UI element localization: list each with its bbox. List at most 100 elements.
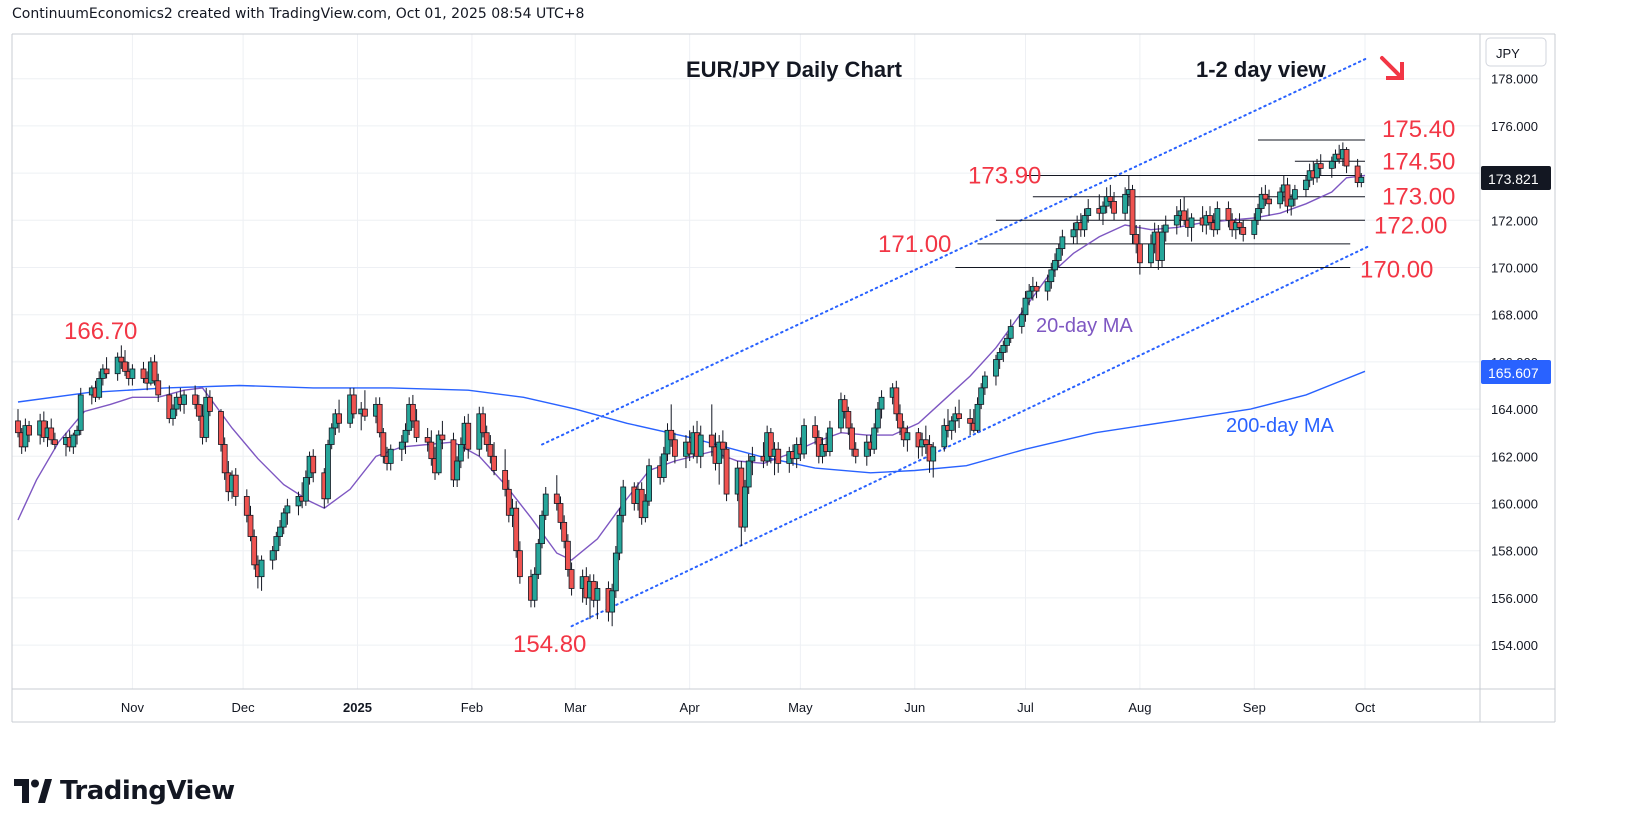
level-label-173.00: 173.00 xyxy=(1382,184,1455,211)
candle-body xyxy=(981,375,988,389)
candle-body xyxy=(561,521,568,542)
candle-body xyxy=(513,507,520,552)
candle-body xyxy=(1033,285,1040,292)
candle-body xyxy=(1148,243,1154,264)
candle-body xyxy=(941,425,948,448)
ma200-price-value: 165.607 xyxy=(1488,365,1539,381)
candle-body xyxy=(207,396,213,412)
candle-body xyxy=(380,432,387,457)
candle-body xyxy=(1288,198,1295,207)
candle-body xyxy=(1048,269,1055,283)
candle-body xyxy=(70,434,77,448)
candle-body xyxy=(118,356,125,363)
candle-body xyxy=(247,514,254,537)
level-label-170.00: 170.00 xyxy=(1360,257,1433,284)
candle-body xyxy=(642,500,649,519)
candle-body xyxy=(897,413,903,429)
candle-body xyxy=(181,394,187,405)
candle-body xyxy=(1111,201,1117,214)
candle-body xyxy=(450,439,457,481)
x-tick-label: Jul xyxy=(1017,700,1034,715)
candle-body xyxy=(716,441,723,464)
tradingview-logo[interactable]: TradingView xyxy=(14,776,235,806)
swing-low-label: 154.80 xyxy=(513,631,586,658)
y-tick-label: 160.000 xyxy=(1491,497,1538,512)
candle-body xyxy=(1262,193,1269,200)
candle-body xyxy=(922,439,929,445)
candle-body xyxy=(1173,215,1180,226)
candle-body xyxy=(505,488,512,516)
ma20-annotation: 20-day MA xyxy=(1036,315,1133,337)
candle-body xyxy=(1081,215,1088,231)
candle-body xyxy=(77,394,84,431)
candle-body xyxy=(22,425,29,448)
candle-body xyxy=(258,559,265,578)
candle-body xyxy=(1207,215,1213,224)
candle-body xyxy=(1258,193,1265,209)
candle-body xyxy=(564,540,571,570)
y-tick-label: 170.000 xyxy=(1491,261,1538,276)
candle-body xyxy=(428,441,435,460)
candle-body xyxy=(140,368,147,379)
candle-body xyxy=(218,411,224,445)
candle-body xyxy=(749,455,756,462)
candle-body xyxy=(708,434,715,448)
candle-body xyxy=(697,434,704,457)
candle-body xyxy=(852,448,859,457)
x-tick-label: Jun xyxy=(904,700,925,715)
candle-body xyxy=(387,448,394,464)
candle-body xyxy=(742,486,748,528)
candle-body xyxy=(1277,191,1284,205)
candle-body xyxy=(838,399,844,429)
candle-body xyxy=(767,432,774,457)
x-tick-label: May xyxy=(788,700,813,715)
channel-lower-line xyxy=(570,245,1370,628)
candle-body xyxy=(361,408,368,417)
candle-body xyxy=(280,512,287,528)
candle-body xyxy=(15,420,21,434)
candle-body xyxy=(967,418,974,424)
x-tick-label: 2025 xyxy=(343,700,372,715)
down-right-arrow-icon xyxy=(1380,56,1404,80)
candle-body xyxy=(122,361,128,372)
candle-body xyxy=(1052,260,1058,271)
candle-body xyxy=(557,503,564,523)
candle-body xyxy=(1214,208,1221,231)
candle-body xyxy=(871,427,878,450)
candle-body xyxy=(568,569,575,589)
candle-body xyxy=(170,408,176,419)
candle-body xyxy=(435,434,442,474)
candle-body xyxy=(1059,236,1066,250)
candle-body xyxy=(1136,243,1143,264)
y-tick-label: 172.000 xyxy=(1491,213,1538,228)
candle-body xyxy=(616,514,623,554)
candle-body xyxy=(539,514,545,545)
candle-body xyxy=(302,477,309,502)
candle-body xyxy=(1291,189,1298,200)
candle-body xyxy=(1317,163,1324,169)
candle-body xyxy=(457,444,464,462)
candle-body xyxy=(1225,208,1232,221)
candle-body xyxy=(155,380,162,396)
candle-body xyxy=(1328,160,1335,169)
candle-body xyxy=(801,425,807,455)
candle-body xyxy=(646,465,652,502)
candle-body xyxy=(284,505,291,514)
candle-body xyxy=(1162,224,1169,233)
candle-body xyxy=(1022,297,1029,316)
candle-body xyxy=(483,432,490,445)
tradingview-wordmark: TradingView xyxy=(60,776,235,806)
candle-body xyxy=(26,425,32,436)
x-tick-label: Nov xyxy=(121,700,145,715)
candle-body xyxy=(491,455,497,471)
candle-body xyxy=(1159,231,1165,261)
candle-body xyxy=(904,432,911,441)
currency-selector[interactable] xyxy=(1485,37,1547,67)
candle-body xyxy=(996,352,1003,360)
candle-body xyxy=(1251,219,1258,235)
candle-body xyxy=(166,394,173,419)
candle-body xyxy=(454,460,461,481)
candle-body xyxy=(1314,163,1320,179)
candle-body xyxy=(328,427,335,445)
